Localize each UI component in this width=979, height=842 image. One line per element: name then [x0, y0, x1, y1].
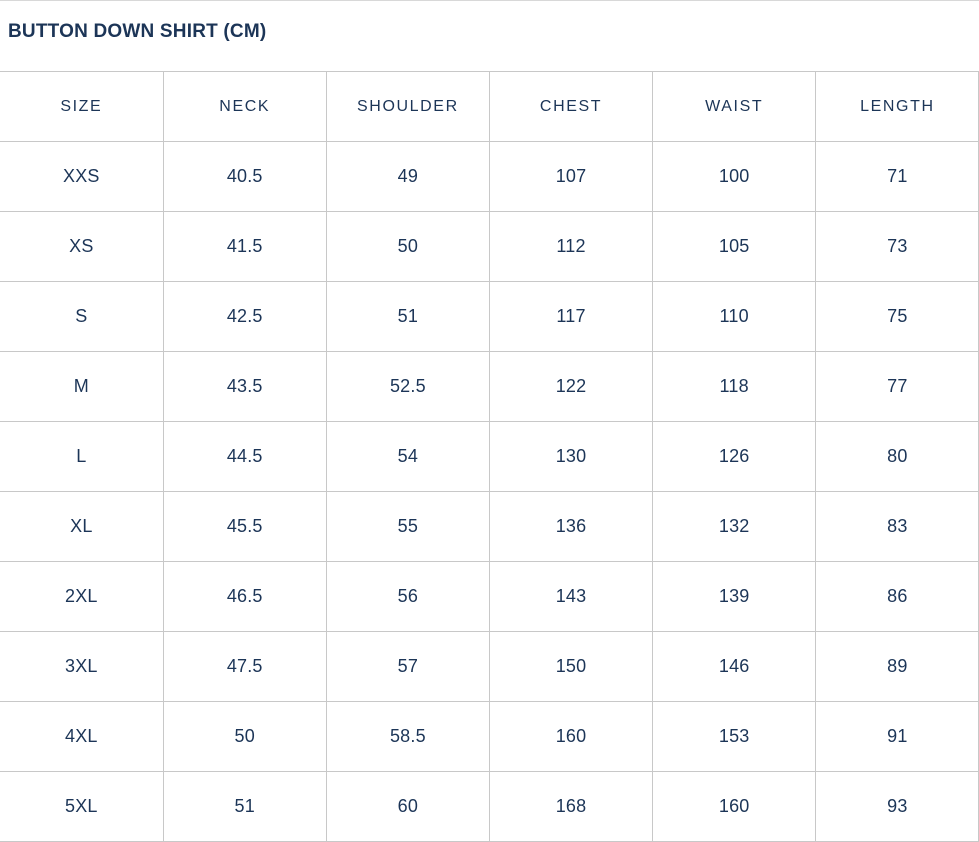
table-row: XL 45.5 55 136 132 83: [0, 491, 979, 562]
cell-length: 73: [815, 211, 979, 282]
cell-shoulder: 57: [326, 631, 490, 702]
cell-shoulder: 54: [326, 421, 490, 492]
cell-shoulder: 55: [326, 491, 490, 562]
cell-length: 86: [815, 561, 979, 632]
cell-neck: 43.5: [163, 351, 327, 422]
cell-size: 2XL: [0, 561, 164, 632]
cell-length: 77: [815, 351, 979, 422]
cell-size: 4XL: [0, 701, 164, 772]
table-row: L 44.5 54 130 126 80: [0, 421, 979, 492]
cell-length: 71: [815, 141, 979, 212]
cell-neck: 46.5: [163, 561, 327, 632]
cell-neck: 44.5: [163, 421, 327, 492]
cell-waist: 146: [652, 631, 817, 702]
cell-size: M: [0, 351, 164, 422]
cell-waist: 110: [652, 281, 817, 352]
table-row: XS 41.5 50 112 105 73: [0, 211, 979, 282]
cell-shoulder: 50: [326, 211, 490, 282]
cell-chest: 117: [489, 281, 654, 352]
cell-size: L: [0, 421, 164, 492]
cell-size: XL: [0, 491, 164, 562]
cell-waist: 132: [652, 491, 817, 562]
cell-size: XS: [0, 211, 164, 282]
cell-waist: 153: [652, 701, 817, 772]
page-title: BUTTON DOWN SHIRT (CM): [8, 21, 267, 42]
cell-neck: 47.5: [163, 631, 327, 702]
table-row: 2XL 46.5 56 143 139 86: [0, 561, 979, 632]
cell-chest: 143: [489, 561, 654, 632]
cell-length: 93: [815, 771, 979, 842]
cell-chest: 112: [489, 211, 654, 282]
cell-shoulder: 60: [326, 771, 490, 842]
table-row: XXS 40.5 49 107 100 71: [0, 141, 979, 212]
column-header-size: SIZE: [0, 71, 164, 142]
cell-size: XXS: [0, 141, 164, 212]
cell-neck: 45.5: [163, 491, 327, 562]
cell-length: 80: [815, 421, 979, 492]
cell-chest: 168: [489, 771, 654, 842]
cell-length: 91: [815, 701, 979, 772]
cell-waist: 105: [652, 211, 817, 282]
cell-waist: 100: [652, 141, 817, 212]
table-row: 5XL 51 60 168 160 93: [0, 771, 979, 842]
cell-length: 89: [815, 631, 979, 702]
cell-waist: 126: [652, 421, 817, 492]
cell-waist: 139: [652, 561, 817, 632]
cell-chest: 122: [489, 351, 654, 422]
cell-size: S: [0, 281, 164, 352]
cell-neck: 42.5: [163, 281, 327, 352]
cell-length: 75: [815, 281, 979, 352]
cell-size: 3XL: [0, 631, 164, 702]
cell-chest: 150: [489, 631, 654, 702]
cell-chest: 130: [489, 421, 654, 492]
cell-shoulder: 56: [326, 561, 490, 632]
table-header: SIZE NECK SHOULDER CHEST WAIST LENGTH: [0, 71, 979, 142]
table-row: M 43.5 52.5 122 118 77: [0, 351, 979, 422]
size-chart-table: SIZE NECK SHOULDER CHEST WAIST LENGTH XX…: [0, 71, 979, 842]
cell-length: 83: [815, 491, 979, 562]
column-header-shoulder: SHOULDER: [326, 71, 490, 142]
cell-chest: 107: [489, 141, 654, 212]
column-header-waist: WAIST: [652, 71, 817, 142]
cell-waist: 118: [652, 351, 817, 422]
cell-neck: 51: [163, 771, 327, 842]
table-row: S 42.5 51 117 110 75: [0, 281, 979, 352]
cell-size: 5XL: [0, 771, 164, 842]
cell-chest: 160: [489, 701, 654, 772]
table-row: 4XL 50 58.5 160 153 91: [0, 701, 979, 772]
cell-shoulder: 51: [326, 281, 490, 352]
column-header-neck: NECK: [163, 71, 327, 142]
cell-shoulder: 52.5: [326, 351, 490, 422]
cell-shoulder: 58.5: [326, 701, 490, 772]
table-header-row: SIZE NECK SHOULDER CHEST WAIST LENGTH: [0, 71, 979, 142]
table-body: XXS 40.5 49 107 100 71 XS 41.5 50 112 10…: [0, 141, 979, 842]
column-header-length: LENGTH: [815, 71, 979, 142]
cell-neck: 40.5: [163, 141, 327, 212]
table-row: 3XL 47.5 57 150 146 89: [0, 631, 979, 702]
cell-shoulder: 49: [326, 141, 490, 212]
cell-chest: 136: [489, 491, 654, 562]
column-header-chest: CHEST: [489, 71, 654, 142]
cell-waist: 160: [652, 771, 817, 842]
cell-neck: 41.5: [163, 211, 327, 282]
cell-neck: 50: [163, 701, 327, 772]
